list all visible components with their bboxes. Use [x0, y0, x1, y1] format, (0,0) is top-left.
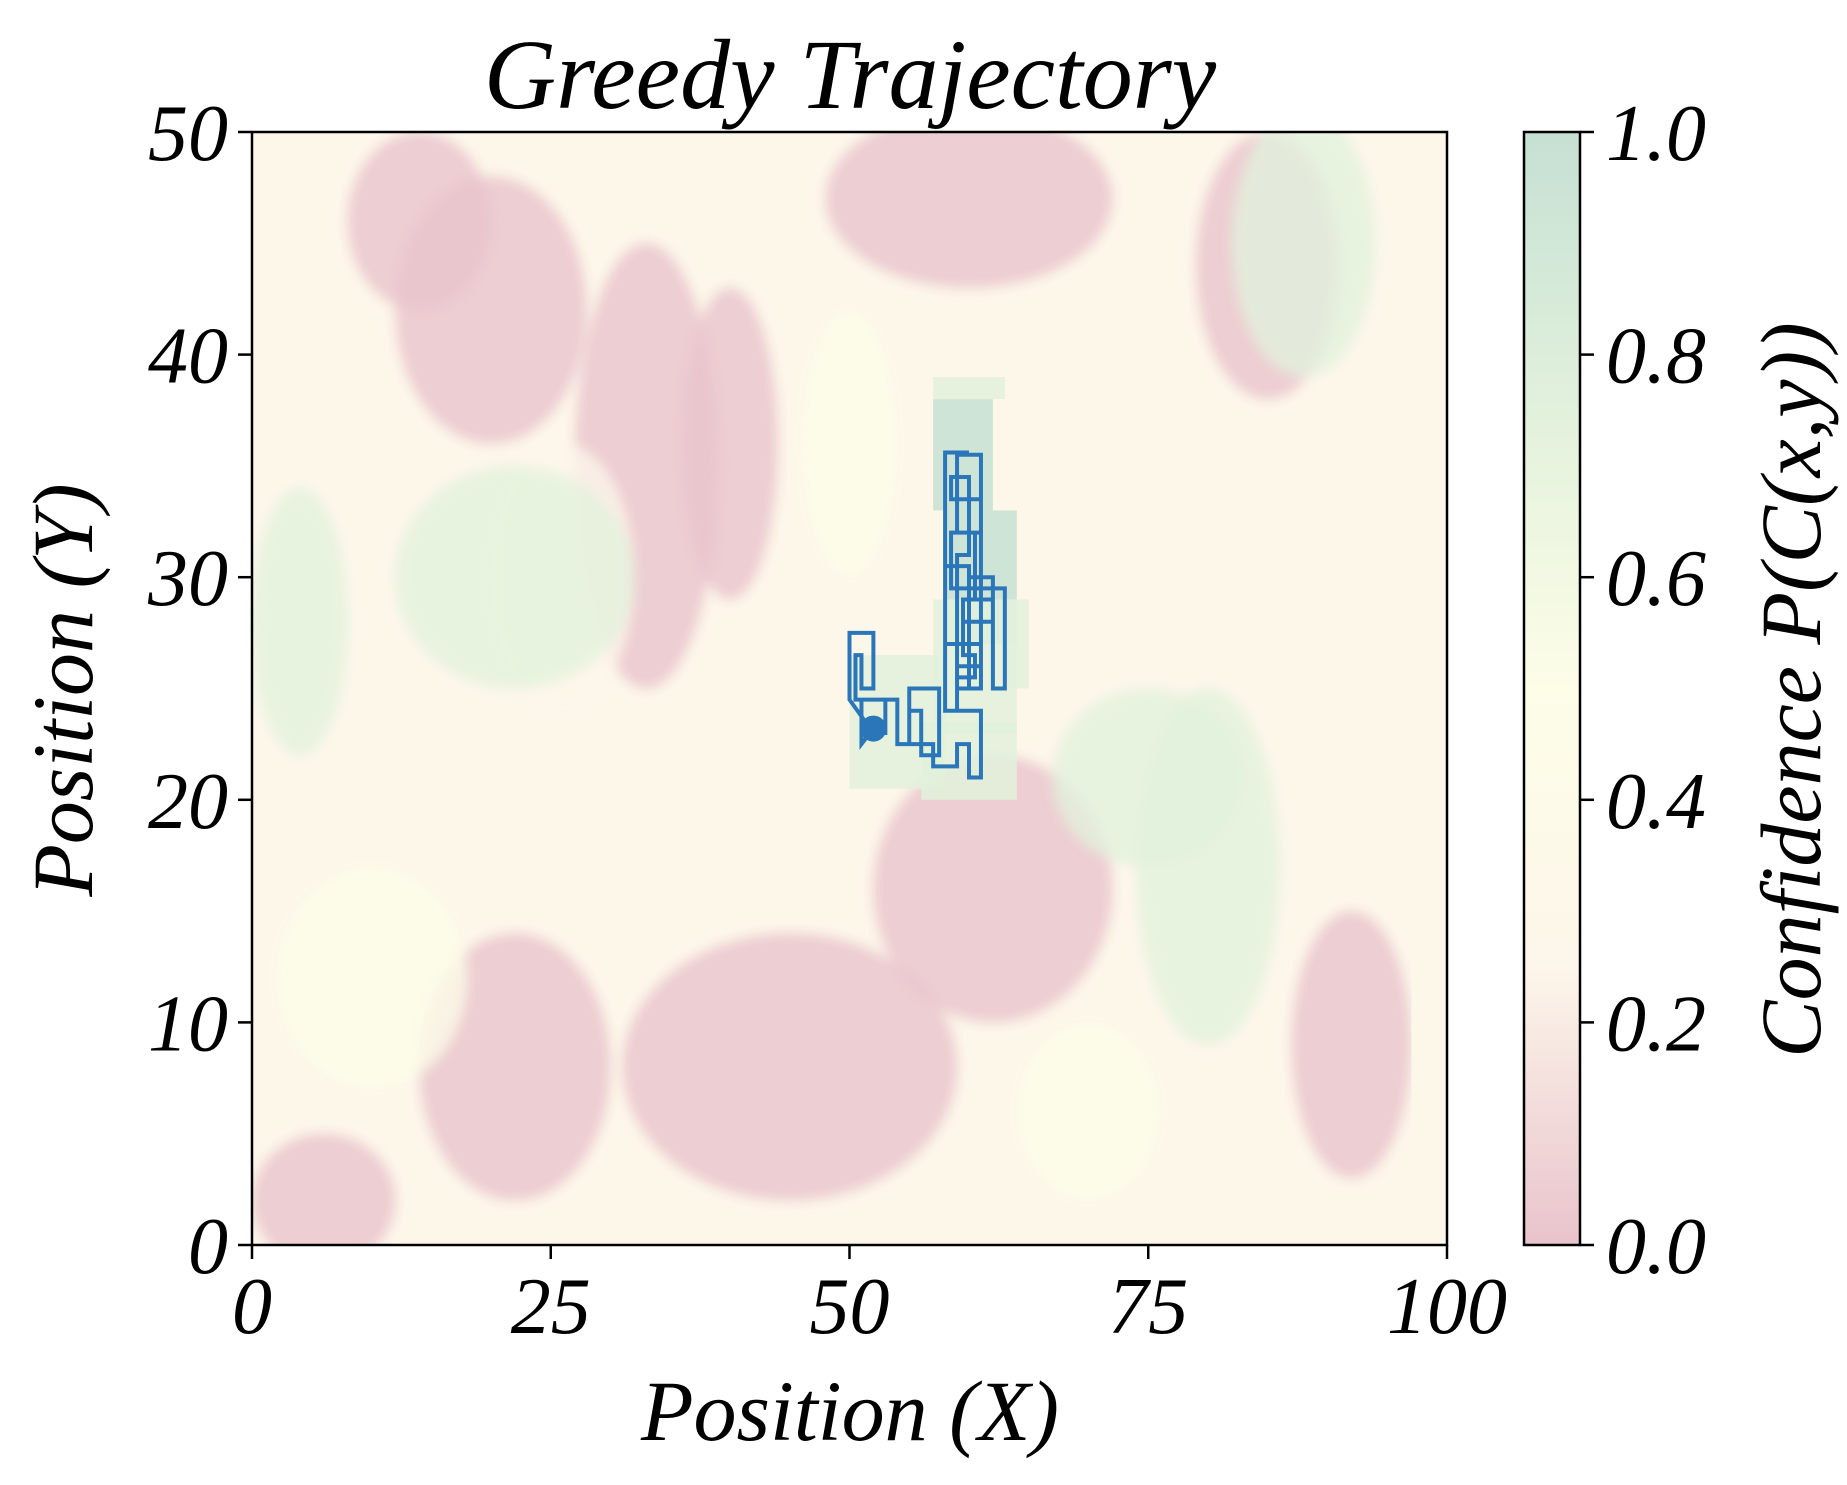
trajectory-line — [847, 450, 1007, 780]
heatmap-blob — [682, 287, 778, 600]
colorbar-tick-label: 0.2 — [1606, 980, 1706, 1068]
y-tick-label: 30 — [147, 535, 228, 623]
y-tick-label: 20 — [148, 758, 228, 846]
x-tick-label: 50 — [810, 1263, 890, 1351]
heatmap-blob — [1052, 688, 1244, 867]
heatmap-blob — [395, 465, 635, 689]
heatmap-blob — [347, 132, 491, 311]
heatmap-blob — [801, 310, 898, 578]
plot-area — [252, 132, 1447, 1245]
colorbar-label: Confidence P(C(x,y)) — [1743, 322, 1839, 1057]
heatmap-blob — [1016, 1022, 1161, 1201]
high-confidence-cell — [933, 376, 1005, 400]
x-tick-label: 100 — [1387, 1263, 1507, 1351]
x-tick-label: 0 — [232, 1263, 272, 1351]
y-tick-label: 0 — [188, 1203, 228, 1291]
heatmap-field — [252, 132, 1412, 1245]
heatmap-blob — [1231, 132, 1376, 377]
heatmap-blob — [275, 866, 468, 1090]
chart-title: Greedy Trajectory — [484, 19, 1217, 130]
heatmap-blob — [419, 933, 611, 1201]
y-tick-label: 40 — [148, 313, 228, 401]
y-axis: 0 10 20 30 40 50 — [147, 90, 252, 1291]
y-tick-label: 50 — [148, 90, 228, 178]
heatmap-blob — [825, 132, 1113, 288]
colorbar: 0.0 0.2 0.4 0.6 0.8 1.0 Confidence P(C(x,y)) — [1522, 90, 1839, 1291]
colorbar-ticks: 0.0 0.2 0.4 0.6 0.8 1.0 — [1580, 90, 1706, 1291]
x-tick-label: 25 — [511, 1263, 591, 1351]
x-axis: 0 25 50 75 100 — [232, 1245, 1507, 1351]
x-axis-label: Position (X) — [640, 1363, 1059, 1459]
heatmap-blob — [252, 488, 348, 756]
trajectory-start-marker — [860, 715, 887, 742]
heatmap-blob — [1291, 911, 1412, 1179]
colorbar-tick-label: 0.6 — [1606, 535, 1706, 623]
high-confidence-cell — [1004, 599, 1029, 689]
colorbar-gradient — [1522, 130, 1582, 1247]
y-tick-label: 10 — [148, 980, 228, 1068]
colorbar-tick-label: 1.0 — [1606, 90, 1706, 178]
colorbar-tick-label: 0.0 — [1606, 1203, 1706, 1291]
colorbar-tick-label: 0.4 — [1606, 758, 1706, 846]
colorbar-tick-label: 0.8 — [1606, 313, 1706, 401]
x-tick-label: 75 — [1108, 1263, 1188, 1351]
heatmap-blob — [252, 1133, 396, 1245]
heatmap-blob — [873, 755, 1113, 1023]
heatmap-blob — [622, 933, 958, 1201]
y-axis-label: Position (Y) — [15, 483, 111, 897]
